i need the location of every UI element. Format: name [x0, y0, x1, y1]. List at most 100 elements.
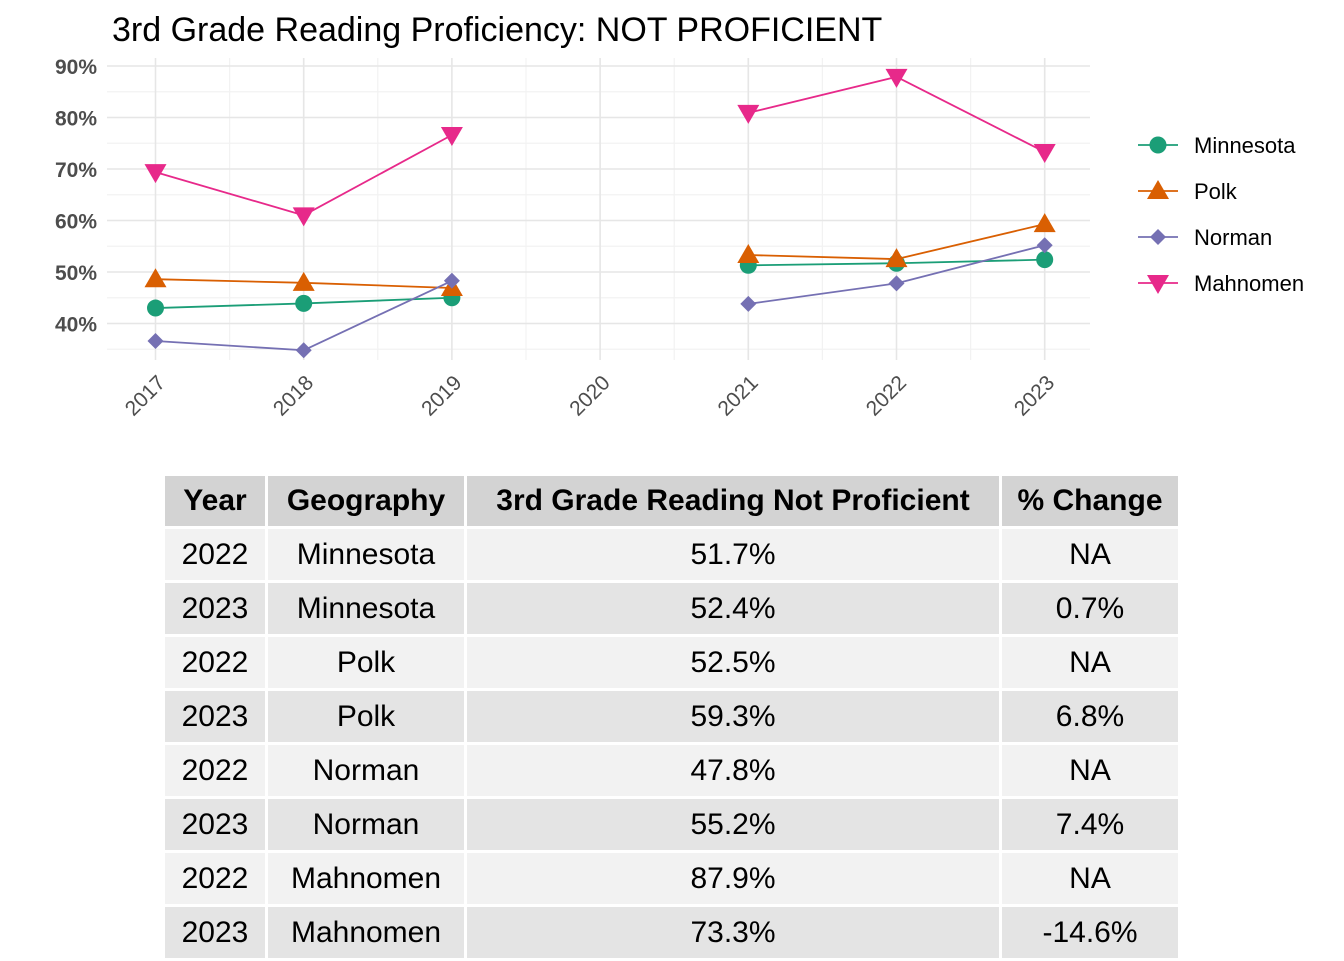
y-tick-label: 50%	[55, 262, 97, 285]
y-tick-label: 40%	[55, 314, 97, 337]
cell-not-proficient: 47.8%	[467, 745, 999, 796]
data-point	[292, 207, 315, 227]
table-row: 2023 Minnesota 52.4% 0.7%	[165, 583, 1178, 634]
series-line-segment	[896, 76, 1046, 153]
cell-geography: Mahnomen	[268, 907, 464, 958]
y-tick-label: 70%	[55, 159, 97, 182]
series-line-segment	[748, 75, 897, 114]
x-tick-label: 2023	[1010, 371, 1059, 420]
legend-label: Minnesota	[1194, 133, 1296, 158]
legend-marker	[1149, 136, 1167, 154]
table-row: 2023 Polk 59.3% 6.8%	[165, 691, 1178, 742]
cell-percent-change: NA	[1002, 529, 1178, 580]
series-line-segment	[155, 340, 304, 352]
x-tick-label: 2017	[121, 371, 170, 420]
series-line-segment	[303, 134, 453, 217]
x-tick-label: 2019	[417, 371, 466, 420]
table-row: 2022 Norman 47.8% NA	[165, 745, 1178, 796]
data-point	[1036, 237, 1053, 254]
data-point	[443, 272, 460, 289]
x-tick-label: 2021	[714, 371, 763, 420]
series-line-segment	[155, 278, 304, 284]
series-line-segment	[303, 279, 453, 352]
y-axis-ticks: 40% 50% 60% 70% 80% 90%	[55, 56, 97, 337]
data-table: Year Geography 3rd Grade Reading Not Pro…	[162, 473, 1181, 961]
x-tick-label: 2022	[862, 371, 911, 420]
legend-item-polk: Polk	[1138, 179, 1238, 204]
cell-year: 2022	[165, 529, 265, 580]
data-point	[144, 164, 167, 184]
cell-geography: Mahnomen	[268, 853, 464, 904]
cell-geography: Norman	[268, 745, 464, 796]
series-line-segment	[748, 282, 897, 305]
series-minnesota	[147, 251, 1054, 317]
data-point	[1033, 213, 1056, 233]
header-geography: Geography	[268, 476, 464, 526]
data-point	[885, 68, 908, 88]
series-mahnomen	[144, 68, 1056, 227]
y-tick-label: 90%	[55, 56, 97, 79]
series-line-segment	[896, 258, 1045, 265]
legend-item-mahnomen: Mahnomen	[1138, 271, 1304, 296]
legend-label: Polk	[1194, 179, 1238, 204]
header-not-proficient: 3rd Grade Reading Not Proficient	[467, 476, 999, 526]
header-percent-change: % Change	[1002, 476, 1178, 526]
data-point	[740, 295, 757, 312]
data-point	[147, 299, 164, 317]
legend-item-norman: Norman	[1138, 225, 1272, 250]
table-row: 2022 Minnesota 51.7% NA	[165, 529, 1178, 580]
data-point	[737, 104, 760, 124]
header-year: Year	[165, 476, 265, 526]
cell-not-proficient: 52.4%	[467, 583, 999, 634]
series-line-segment	[748, 254, 897, 261]
data-point	[295, 294, 313, 312]
data-point	[737, 244, 760, 264]
cell-percent-change: NA	[1002, 745, 1178, 796]
table-row: 2022 Polk 52.5% NA	[165, 637, 1178, 688]
cell-percent-change: 6.8%	[1002, 691, 1178, 742]
y-tick-label: 60%	[55, 211, 97, 234]
series-line-segment	[896, 244, 1045, 285]
cell-year: 2023	[165, 907, 265, 958]
data-point	[295, 342, 312, 359]
legend: Minnesota Polk Norman Mahnomen	[1138, 133, 1304, 296]
cell-not-proficient: 52.5%	[467, 637, 999, 688]
cell-geography: Polk	[268, 691, 464, 742]
cell-year: 2023	[165, 799, 265, 850]
data-point	[1033, 144, 1056, 164]
series-line-segment	[303, 281, 452, 289]
cell-geography: Minnesota	[268, 583, 464, 634]
cell-geography: Polk	[268, 637, 464, 688]
cell-year: 2022	[165, 745, 265, 796]
legend-label: Norman	[1194, 225, 1272, 250]
data-point	[292, 271, 315, 291]
cell-percent-change: 7.4%	[1002, 799, 1178, 850]
x-tick-label: 2018	[269, 371, 318, 420]
cell-year: 2023	[165, 691, 265, 742]
legend-marker	[1150, 229, 1166, 245]
data-point	[1036, 251, 1054, 269]
legend-marker	[1147, 275, 1169, 294]
cell-not-proficient: 87.9%	[467, 853, 999, 904]
data-point	[147, 333, 164, 350]
cell-not-proficient: 55.2%	[467, 799, 999, 850]
data-point	[144, 268, 167, 288]
y-tick-label: 80%	[55, 108, 97, 131]
line-chart: 3rd Grade Reading Proficiency: NOT PROFI…	[55, 11, 1304, 421]
series-line-segment	[155, 171, 304, 217]
x-tick-label: 2020	[565, 371, 614, 420]
data-point	[885, 248, 908, 268]
table-row: 2023 Norman 55.2% 7.4%	[165, 799, 1178, 850]
legend-label: Mahnomen	[1194, 271, 1304, 296]
cell-not-proficient: 59.3%	[467, 691, 999, 742]
legend-marker	[1147, 180, 1169, 199]
series-line-segment	[155, 302, 304, 309]
table-header-row: Year Geography 3rd Grade Reading Not Pro…	[165, 476, 1178, 526]
cell-year: 2022	[165, 853, 265, 904]
cell-percent-change: NA	[1002, 637, 1178, 688]
series-line-segment	[896, 223, 1045, 261]
cell-not-proficient: 51.7%	[467, 529, 999, 580]
table-row: 2022 Mahnomen 87.9% NA	[165, 853, 1178, 904]
chart-title: 3rd Grade Reading Proficiency: NOT PROFI…	[112, 11, 882, 49]
series-line-segment	[303, 296, 452, 305]
